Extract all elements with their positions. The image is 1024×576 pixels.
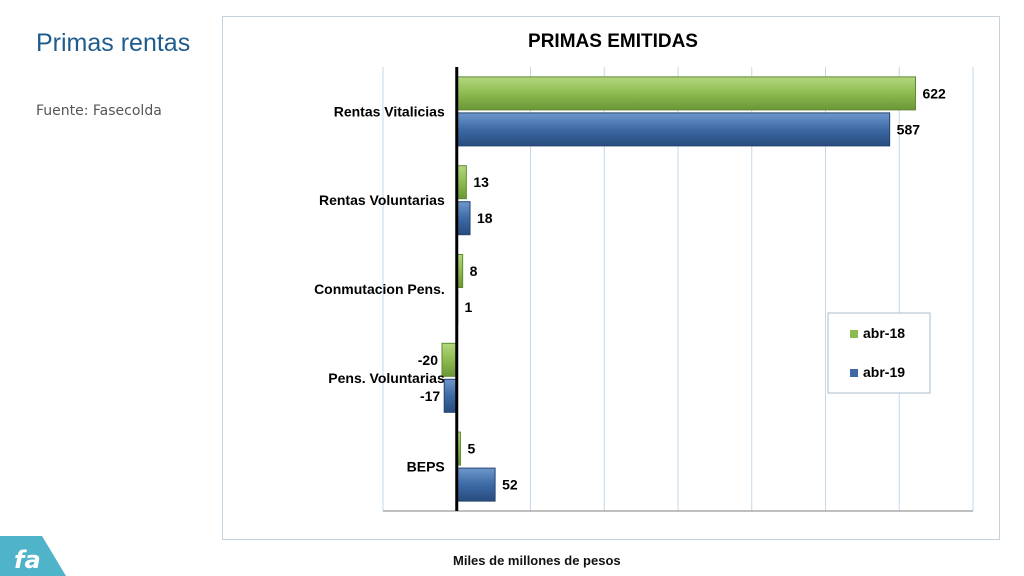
fasecolda-logo: fa	[0, 536, 66, 576]
data-label: 18	[477, 210, 493, 226]
data-label: 1	[464, 299, 472, 315]
data-label: 5	[467, 441, 475, 457]
category-label: Rentas Vitalicias	[334, 103, 445, 119]
data-label: 622	[922, 85, 946, 101]
units-footnote: Miles de millones de pesos	[453, 553, 621, 568]
chart-frame: PRIMAS EMITIDAS 622 587 Rentas Vitalicias 1…	[222, 16, 1000, 540]
data-label: 8	[470, 263, 478, 279]
chart-title: PRIMAS EMITIDAS	[528, 31, 698, 52]
legend-label-abr-19: abr-19	[863, 364, 905, 380]
bars	[441, 76, 916, 502]
category-label: Rentas Voluntarias	[319, 192, 445, 208]
logo-text: fa	[14, 546, 41, 574]
category-label: Conmutacion Pens.	[314, 281, 445, 297]
source-note: Fuente: Fasecolda	[36, 103, 162, 119]
category-label: Pens. Voluntarias	[328, 370, 445, 386]
bar-abr-19	[456, 201, 471, 236]
data-label: 587	[897, 121, 921, 137]
bar-abr-18	[456, 76, 916, 111]
bar-chart: PRIMAS EMITIDAS 622 587 Rentas Vitalicias 1…	[314, 31, 974, 512]
bar-abr-19	[456, 112, 891, 147]
legend: abr-18 abr-19	[827, 312, 931, 394]
legend-box	[827, 312, 931, 394]
category-label: BEPS	[407, 459, 445, 475]
data-label: 52	[502, 477, 518, 493]
legend-label-abr-18: abr-18	[863, 325, 905, 341]
bar-abr-19	[456, 467, 496, 502]
data-label: -17	[420, 388, 440, 404]
bar-abr-19	[443, 378, 458, 413]
slide-title: Primas rentas	[36, 29, 191, 57]
legend-swatch-abr-19	[850, 369, 858, 377]
data-label: -20	[418, 352, 438, 368]
legend-swatch-abr-18	[850, 330, 858, 338]
data-label: 13	[473, 174, 489, 190]
